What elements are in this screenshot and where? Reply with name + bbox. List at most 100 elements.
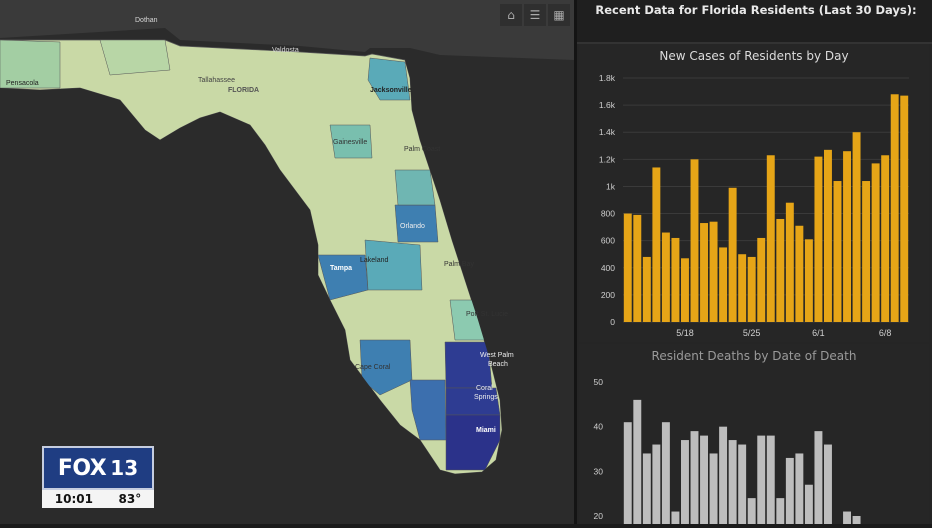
deaths-bar	[766, 435, 775, 524]
cases-y-tick: 1k	[606, 181, 616, 191]
deaths-bar	[671, 511, 680, 524]
cases-bar	[642, 256, 651, 322]
cases-bar	[795, 225, 804, 322]
deaths-bar	[814, 431, 823, 524]
cases-bar	[900, 95, 909, 322]
cases-bar	[814, 156, 823, 322]
channel-bug: FOX 13 10:01 83°	[42, 446, 154, 508]
deaths-bar	[623, 422, 632, 524]
channel-name: FOX	[57, 455, 107, 481]
florida-map[interactable]: Dothan Valdosta Tallahassee FLORIDA Jack…	[0, 0, 574, 524]
qr-grid-icon[interactable]: ▦	[548, 4, 570, 26]
cases-bar	[681, 258, 689, 322]
label-coral: Coral	[476, 385, 493, 392]
cases-bar	[766, 155, 775, 322]
deaths-bar	[747, 498, 756, 524]
deaths-bar	[700, 435, 708, 524]
cases-y-tick: 0	[610, 317, 615, 327]
deaths-bar	[757, 435, 766, 524]
county-polk	[364, 239, 423, 291]
deaths-bar	[652, 444, 661, 524]
label-west-palm: West Palm	[480, 352, 514, 359]
cases-bar	[890, 94, 899, 322]
cases-bar	[738, 254, 747, 322]
cases-bar	[700, 223, 708, 322]
label-dothan: Dothan	[135, 17, 158, 24]
deaths-bar	[824, 444, 832, 524]
cases-bar	[824, 149, 832, 322]
county-palm-beach	[444, 341, 493, 389]
cases-x-tick: 5/18	[676, 328, 694, 338]
cases-bar	[623, 213, 632, 322]
cases-y-tick: 1.4k	[599, 127, 616, 137]
cases-bar	[728, 187, 737, 322]
deaths-chart: 20 30 40 50	[594, 377, 861, 524]
deaths-bar	[690, 431, 699, 524]
panel-header-title: Recent Data for Florida Residents (Last …	[595, 3, 917, 17]
label-florida: FLORIDA	[228, 87, 259, 94]
cases-bar	[652, 167, 661, 322]
deaths-chart-panel: Resident Deaths by Date of Death 20 30 40 5…	[579, 344, 929, 524]
deaths-bar	[843, 511, 851, 524]
temperature: 83°	[118, 492, 142, 506]
list-icon[interactable]: ☰	[524, 4, 546, 26]
clock-time: 10:01	[54, 492, 93, 506]
deaths-bar	[633, 399, 642, 524]
cases-chart: 0 200 400 600 800 1k 1.2k 1.4k 1.6k 1.8k 5/18 5/25 6…	[599, 73, 909, 338]
water	[0, 60, 574, 524]
time-temp-bar: 10:01 83°	[42, 490, 154, 508]
cases-bar	[785, 202, 794, 322]
cases-chart-title: New Cases of Residents by Day	[659, 49, 849, 63]
channel-logo: FOX 13	[42, 446, 154, 490]
deaths-bar	[728, 440, 737, 524]
deaths-bar	[642, 453, 651, 524]
deaths-bar	[661, 422, 670, 524]
cases-x-tick: 6/8	[879, 328, 892, 338]
label-pensacola: Pensacola	[6, 80, 39, 87]
county-lee	[359, 339, 413, 396]
deaths-bar	[719, 426, 728, 524]
cases-bar	[871, 163, 880, 322]
cases-bar	[843, 151, 851, 322]
county-leon	[99, 39, 171, 76]
cases-bar	[757, 237, 766, 322]
cases-bar	[719, 247, 728, 322]
county-miami-dade	[445, 414, 501, 471]
label-palm-coast: Palm Coast	[404, 146, 440, 153]
home-icon[interactable]: ⌂	[500, 4, 522, 26]
map-canvas: Dothan Valdosta Tallahassee FLORIDA Jack…	[0, 0, 574, 524]
label-gainesville: Gainesville	[333, 139, 367, 146]
cases-y-tick: 800	[601, 209, 615, 219]
deaths-bar	[776, 498, 785, 524]
label-miami: Miami	[476, 427, 496, 434]
label-springs: Springs	[474, 394, 498, 401]
label-orlando: Orlando	[400, 223, 425, 230]
label-beach: Beach	[488, 361, 508, 368]
cases-bar	[881, 155, 890, 322]
deaths-y-tick: 20	[594, 511, 604, 521]
deaths-y-tick: 30	[594, 466, 604, 476]
label-lakeland: Lakeland	[360, 257, 389, 264]
map-toolbar: ⌂ ☰ ▦	[500, 4, 570, 26]
channel-number: 13	[110, 456, 139, 480]
county-alachua	[329, 124, 373, 159]
county-seminole	[394, 169, 436, 206]
cases-bar	[633, 214, 642, 322]
data-panel: Recent Data for Florida Residents (Last …	[574, 0, 932, 524]
cases-bar	[661, 232, 670, 322]
label-tallahassee: Tallahassee	[198, 77, 235, 84]
deaths-bar	[681, 440, 689, 524]
cases-x-tick: 6/1	[812, 328, 825, 338]
county-collier	[409, 379, 447, 441]
panel-header: Recent Data for Florida Residents (Last …	[577, 0, 932, 44]
deaths-bar	[785, 457, 794, 524]
deaths-bar	[804, 484, 813, 524]
label-valdosta: Valdosta	[272, 47, 299, 54]
cases-x-tick: 5/25	[743, 328, 761, 338]
cases-y-tick: 1.8k	[599, 73, 616, 83]
cases-y-tick: 200	[601, 290, 615, 300]
georgia-land	[0, 0, 574, 60]
cases-chart-panel: New Cases of Residents by Day 0 200 400 600…	[579, 44, 929, 342]
county-broward	[445, 387, 501, 416]
county-escambia	[0, 39, 61, 89]
